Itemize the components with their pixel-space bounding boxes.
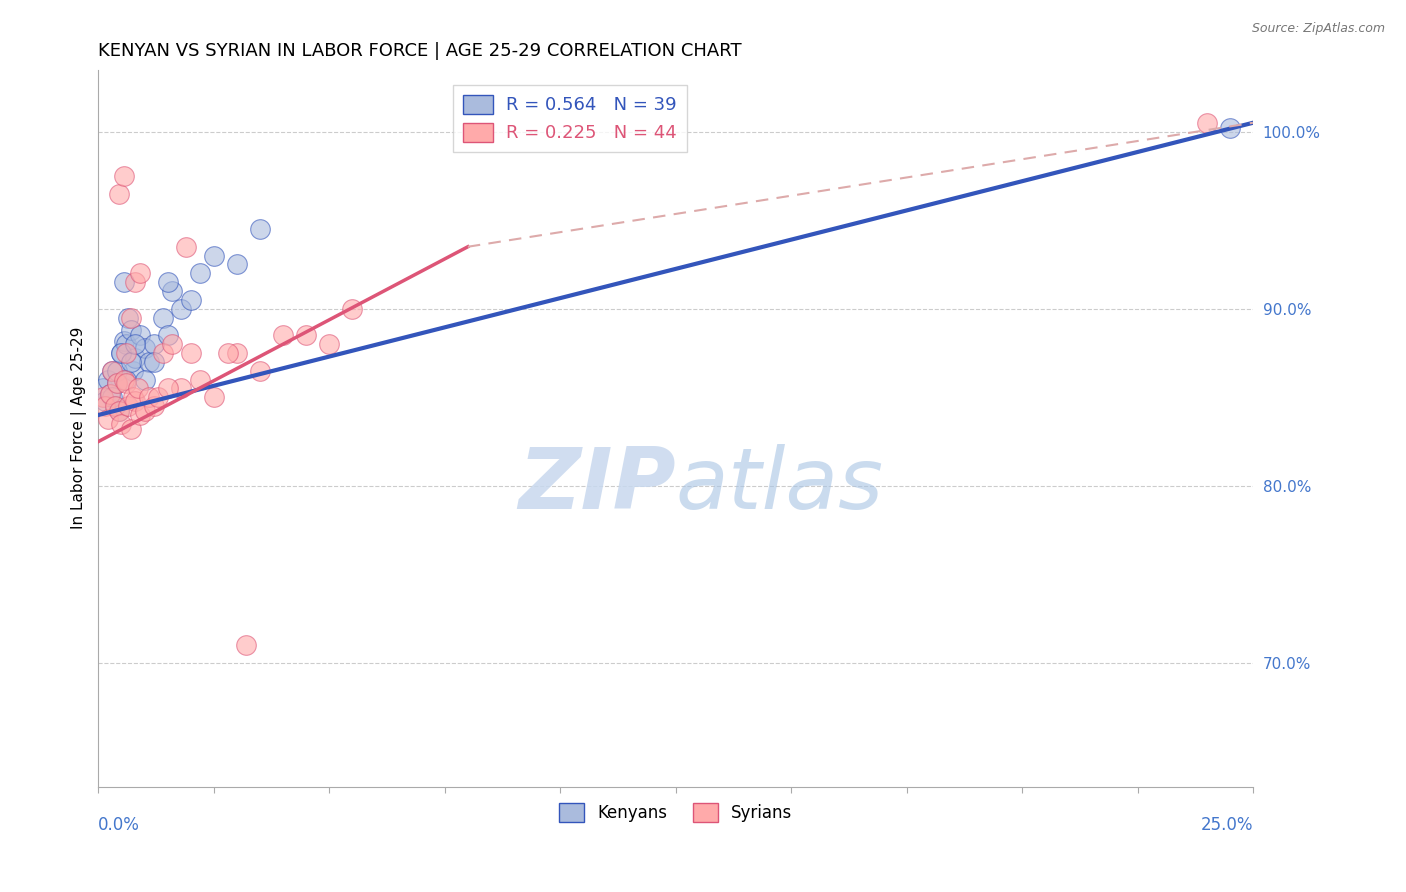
Point [142,399,165,413]
Point [295,328,318,343]
Point [162,284,184,298]
Point [105,376,128,391]
Point [117,310,139,325]
Point [152,346,174,360]
Point [156,381,179,395]
Point [202,390,225,404]
Point [94,393,117,408]
Point [101,364,124,378]
Point [142,355,165,369]
Point [108,404,131,418]
Point [120,323,142,337]
Point [1219,121,1241,136]
Point [103,399,125,413]
Point [142,337,165,351]
Point [249,364,271,378]
Point [138,390,160,404]
Point [122,390,145,404]
Point [170,381,193,395]
Point [156,275,179,289]
Point [148,390,170,404]
Point [120,310,142,325]
Legend: Kenyans, Syrians: Kenyans, Syrians [553,797,799,829]
Point [108,186,131,201]
Point [129,328,152,343]
Point [101,390,124,404]
Point [94,399,117,413]
Point [156,328,179,343]
Point [101,364,124,378]
Point [217,346,239,360]
Point [115,346,138,360]
Point [98,386,121,401]
Point [188,373,211,387]
Point [129,408,152,422]
Point [110,346,132,360]
Point [105,364,128,378]
Point [105,376,128,391]
Point [115,373,138,387]
Point [174,240,197,254]
Point [112,373,135,387]
Point [124,337,146,351]
Point [225,346,247,360]
Point [120,355,142,369]
Point [124,275,146,289]
Point [110,417,132,431]
Point [112,334,135,348]
Point [120,422,142,436]
Point [98,386,121,401]
Text: 0.0%: 0.0% [98,815,141,834]
Y-axis label: In Labor Force | Age 25-29: In Labor Force | Age 25-29 [72,327,87,530]
Point [117,399,139,413]
Point [115,337,138,351]
Point [162,337,184,351]
Point [91,381,114,395]
Point [170,301,193,316]
Text: 25.0%: 25.0% [1201,815,1253,834]
Point [103,399,125,413]
Point [112,275,135,289]
Point [108,404,131,418]
Text: Source: ZipAtlas.com: Source: ZipAtlas.com [1251,22,1385,36]
Point [134,341,156,355]
Point [342,301,364,316]
Point [249,222,271,236]
Text: KENYAN VS SYRIAN IN LABOR FORCE | AGE 25-29 CORRELATION CHART: KENYAN VS SYRIAN IN LABOR FORCE | AGE 25… [98,42,742,60]
Point [180,346,202,360]
Point [124,393,146,408]
Point [134,373,156,387]
Point [129,266,152,280]
Point [122,364,145,378]
Point [124,351,146,366]
Point [318,337,340,351]
Point [1195,116,1218,130]
Point [138,355,160,369]
Text: atlas: atlas [676,444,883,527]
Point [188,266,211,280]
Point [134,404,156,418]
Point [235,638,257,652]
Point [271,328,294,343]
Point [180,293,202,307]
Point [97,373,120,387]
Point [110,346,132,360]
Point [115,376,138,391]
Point [97,411,120,425]
Point [152,310,174,325]
Point [202,249,225,263]
Point [225,257,247,271]
Point [127,381,149,395]
Point [91,390,114,404]
Text: ZIP: ZIP [517,444,676,527]
Point [112,169,135,183]
